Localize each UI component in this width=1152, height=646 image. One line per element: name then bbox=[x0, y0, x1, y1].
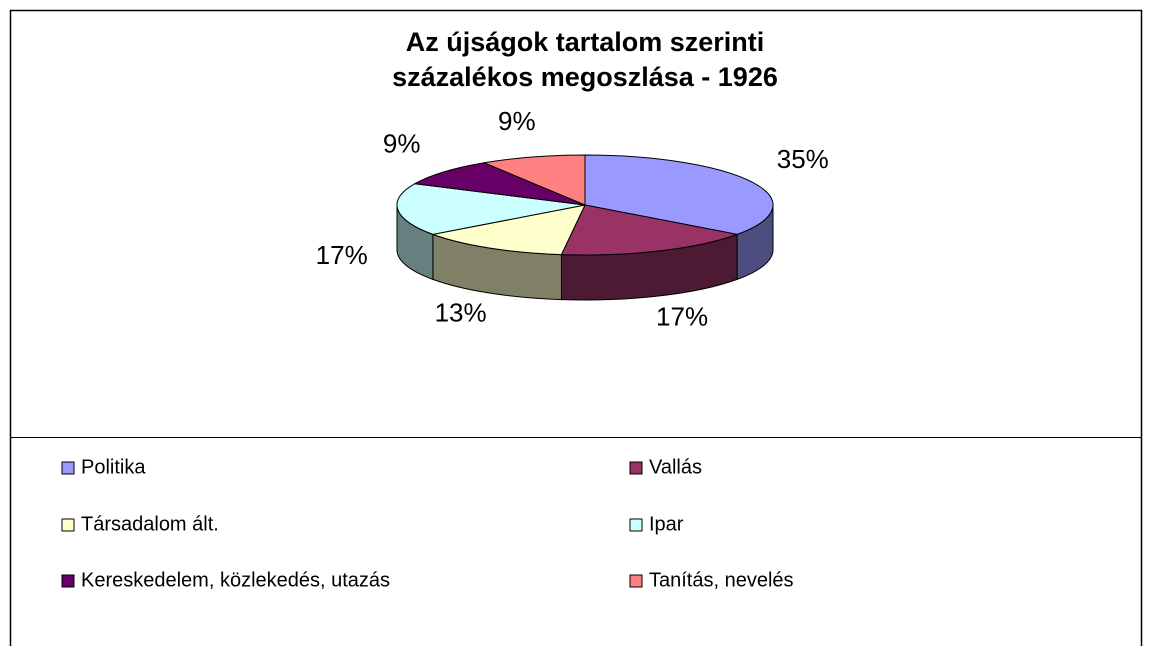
pie-slice bbox=[560, 204, 739, 256]
chart-frame bbox=[9, 9, 1143, 646]
legend-swatch bbox=[61, 518, 75, 532]
legend-swatch bbox=[629, 461, 643, 475]
legend-label: Tanítás, nevelés bbox=[649, 569, 794, 591]
pie-slice bbox=[413, 162, 586, 206]
data-label: 9% bbox=[383, 128, 421, 158]
legend-label: Politika bbox=[81, 456, 146, 478]
chart-title: százalékos megoszlása - 1926 bbox=[392, 62, 778, 92]
legend-label: Társadalom ált. bbox=[81, 513, 219, 535]
legend-swatch bbox=[61, 461, 75, 475]
data-label: 35% bbox=[777, 144, 829, 174]
legend-label: Kereskedelem, közlekedés, utazás bbox=[81, 569, 390, 591]
legend-frame bbox=[10, 437, 1142, 646]
data-label: 17% bbox=[316, 240, 368, 270]
data-label: 13% bbox=[435, 297, 487, 327]
pie-slice bbox=[396, 183, 586, 235]
legend-swatch bbox=[629, 574, 643, 588]
pie-slice bbox=[482, 154, 586, 206]
pie-slice bbox=[584, 154, 774, 235]
chart-title: Az újságok tartalom szerinti bbox=[406, 27, 765, 57]
data-label: 17% bbox=[656, 302, 708, 332]
legend-label: Vallás bbox=[649, 456, 702, 478]
data-label: 9% bbox=[498, 106, 536, 136]
legend-label: Ipar bbox=[649, 513, 684, 535]
pie-slice bbox=[431, 204, 586, 256]
legend-swatch bbox=[629, 518, 643, 532]
legend-swatch bbox=[61, 574, 75, 588]
